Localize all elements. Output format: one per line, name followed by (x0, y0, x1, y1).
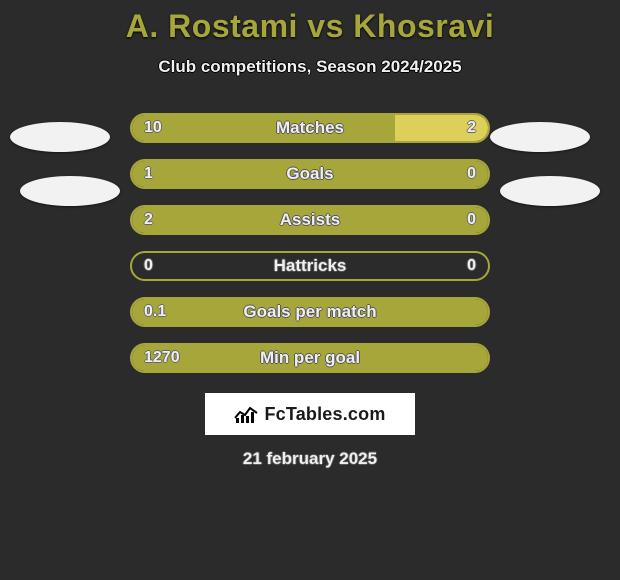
stat-bar-track: 1270Min per goal (130, 343, 490, 373)
stat-value-right: 0 (467, 257, 476, 275)
stat-bar-track: 10Matches2 (130, 113, 490, 143)
stat-bar-left-fill (132, 207, 488, 233)
stat-bar-left-fill (132, 345, 488, 371)
stat-bar-track: 0Hattricks0 (130, 251, 490, 281)
stat-row: 0Hattricks0 (0, 243, 620, 289)
stat-bar-left-fill (132, 115, 395, 141)
chart-icon (234, 404, 258, 424)
player-placeholder-4 (500, 176, 600, 206)
player-placeholder-2 (20, 176, 120, 206)
stat-label: Hattricks (132, 256, 488, 276)
stat-bar-track: 0.1Goals per match (130, 297, 490, 327)
comparison-card: A. Rostami vs Khosravi Club competitions… (0, 0, 620, 580)
stat-bar-right-fill (395, 115, 488, 141)
stat-bar-track: 2Assists0 (130, 205, 490, 235)
stat-value-left: 0 (144, 257, 153, 275)
player-placeholder-1 (10, 122, 110, 152)
stat-bar-track: 1Goals0 (130, 159, 490, 189)
logo-text: FcTables.com (264, 404, 385, 425)
stat-bar-left-fill (132, 299, 488, 325)
subtitle: Club competitions, Season 2024/2025 (0, 57, 620, 77)
page-title: A. Rostami vs Khosravi (0, 8, 620, 45)
stat-bar-left-fill (132, 161, 488, 187)
site-logo: FcTables.com (205, 393, 415, 435)
date-line: 21 february 2025 (0, 449, 620, 469)
player-placeholder-3 (490, 122, 590, 152)
stat-row: 0.1Goals per match (0, 289, 620, 335)
stat-row: 1270Min per goal (0, 335, 620, 381)
